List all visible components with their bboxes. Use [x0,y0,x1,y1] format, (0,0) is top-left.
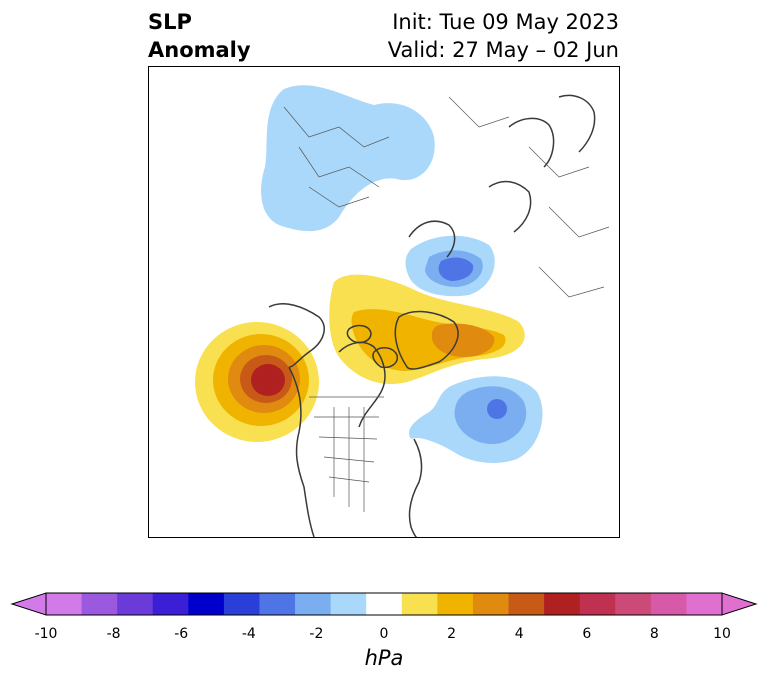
colorbar-cell [295,593,332,615]
colorbar-tick-label: 8 [649,626,659,642]
colorbar-tick-label: -6 [174,626,189,642]
init-date: Init: Tue 09 May 2023 [392,10,619,34]
colorbar-cell [81,593,118,615]
colorbar [10,592,758,616]
negative-anomaly-atlantic-peak [487,399,507,419]
colorbar-cell [544,593,581,615]
title-line-2: Anomaly [148,38,251,62]
title-line-1: SLP [148,10,192,34]
negative-anomaly-europe [261,85,435,232]
colorbar-cell [223,593,260,615]
positive-anomaly-greenland-core [431,323,495,357]
forecast-dates: Init: Tue 09 May 2023 Valid: 27 May – 02… [388,8,619,64]
colorbar-units: hPa [364,646,404,670]
colorbar-cell [508,593,545,615]
colorbar-cell [472,593,510,615]
political-borders [283,96,610,512]
colorbar-cell [401,593,438,615]
map-panel [148,66,620,538]
map-title: SLP Anomaly [148,8,251,64]
positive-anomaly-pacific-peak [251,364,285,396]
negative-anomaly-barents-peak [438,257,474,281]
colorbar-cell [437,593,474,615]
colorbar-cell [46,593,83,615]
colorbar-tick-label: 10 [713,626,731,642]
colorbar-tick-label: -8 [106,626,121,642]
colorbar-tick-label: 6 [582,626,592,642]
colorbar-cell [188,593,225,615]
colorbar-tick-label: 4 [514,626,524,642]
colorbar-cell [366,593,403,615]
colorbar-cell [152,593,189,615]
colorbar-outline [45,592,723,616]
colorbar-cell [686,593,723,615]
colorbar-tick-label: -4 [241,626,256,642]
colorbar-cell [579,593,616,615]
colorbar-cell [259,593,296,615]
valid-dates: Valid: 27 May – 02 Jun [387,38,619,62]
colorbar-tick-label: -2 [309,626,324,642]
colorbar-cell [650,593,687,615]
coastlines [268,94,596,537]
colorbar-right-arrow [721,592,758,616]
colorbar-tick-label: 2 [447,626,457,642]
colorbar-left-arrow [10,592,47,616]
colorbar-cell [117,593,154,615]
colorbar-tick-label: -10 [34,626,58,642]
anomaly-map [195,85,610,537]
colorbar-cell [615,593,652,615]
colorbar-cell [330,593,367,615]
colorbar-tick-label: 0 [379,626,389,642]
